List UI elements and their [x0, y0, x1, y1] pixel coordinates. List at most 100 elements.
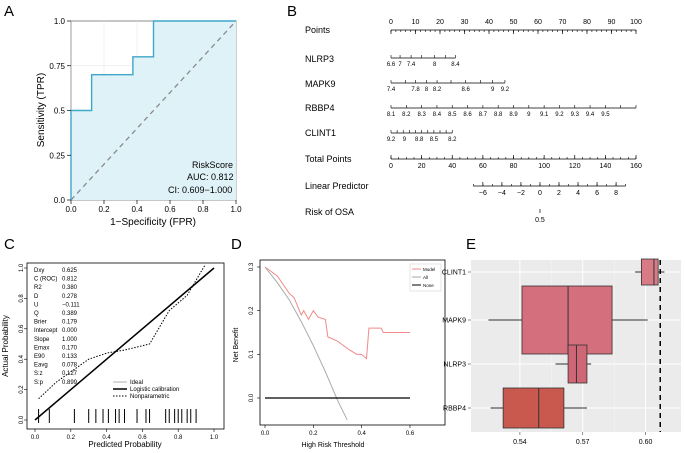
nomo-var-tick-label: 9.1 — [540, 112, 549, 118]
roc-x-axis-label: 1−Specificity (FPR) — [110, 217, 196, 228]
dca-x-tick-label: 0.0 — [261, 431, 270, 437]
nomo-var-tick-label: 8.5 — [430, 137, 439, 143]
roc-y-axis-label: Sensitivity (TPR) — [36, 73, 47, 147]
nomo-var-tick-label: 8.7 — [479, 112, 488, 118]
box-category-label: CLINT1 — [442, 270, 466, 277]
legend-nonparametric-label: Nonparametric — [130, 394, 169, 400]
boxplot-panel: CLINT1 MAPK9 NLRP3 RBBP4 0.54 0.57 0.60 — [442, 258, 681, 447]
nomo-var-tick-label: 9.4 — [586, 112, 595, 118]
cal-stat-value: 0.170 — [62, 345, 78, 351]
roc-y-tick-label: 1.0 — [54, 17, 66, 26]
cal-y-tick-label: 1.0 — [19, 263, 25, 272]
box-x-tick-label: 0.57 — [576, 439, 590, 446]
nomo-points-tick-label: 10 — [412, 19, 420, 26]
panel-c-letter: C — [4, 236, 15, 253]
boxplot-ticks: CLINT1 MAPK9 NLRP3 RBBP4 0.54 0.57 0.60 — [442, 270, 653, 447]
roc-curve-line — [70, 20, 236, 200]
nomo-points-tick-label: 80 — [583, 19, 591, 26]
nomogram-label-points: Points — [305, 25, 331, 35]
panel-b-letter: B — [287, 3, 297, 20]
dca-panel: 0.0 0.2 0.4 0.60.00.10.20.3 Model All None … — [233, 259, 446, 449]
cal-stat-name: Dxy — [34, 268, 44, 274]
nomo-var-tick-label: 8.1 — [387, 112, 396, 118]
nomo-lp-tick-label: 2 — [557, 190, 561, 197]
nomogram-panel: Points NLRP3 MAPK9 RBBP4 CLINT1 Total Po… — [305, 19, 642, 224]
cal-stat-value: 0.078 — [62, 363, 78, 369]
cal-stat-value: −0.111 — [62, 302, 80, 308]
dca-y-tick-label: 0.3 — [249, 262, 255, 271]
dca-series-all — [264, 266, 348, 421]
nomo-var-tick-label: 7.8 — [411, 87, 420, 93]
cal-stat-value: 0.133 — [62, 354, 78, 360]
nomo-total-tick-label: 160 — [630, 163, 642, 170]
calibration-x-axis-label: Predicted Probability — [88, 440, 161, 449]
dca-legend-model: Model — [423, 267, 435, 272]
nomo-var-tick-label: 8.6 — [462, 87, 471, 93]
cal-stat-name: Emax — [34, 345, 49, 351]
dca-x-axis-label: High Risk Threshold — [302, 442, 365, 449]
roc-x-tick-label: 0.4 — [131, 205, 143, 214]
nomo-var-tick-label: 9.5 — [601, 112, 610, 118]
nomo-var-tick-label: 9.2 — [387, 137, 396, 143]
cal-y-tick-label: 0.4 — [19, 354, 25, 363]
nomogram-label-rbbp4: RBBP4 — [305, 103, 335, 113]
nomo-total-tick-label: 20 — [418, 163, 426, 170]
nomo-var-tick-label: 7.4 — [387, 87, 396, 93]
nomo-var-tick-label: 8.2 — [433, 87, 442, 93]
nomo-points-tick-label: 30 — [461, 19, 469, 26]
nomogram-label-risk: Risk of OSA — [305, 207, 354, 217]
panel-a-letter: A — [4, 3, 14, 20]
dca-x-tick-label: 0.6 — [406, 431, 415, 437]
calibration-plot-frame — [26, 262, 225, 430]
nomo-points-tick-label: 0 — [389, 19, 393, 26]
cal-stat-name: Slope — [34, 337, 50, 343]
calibration-panel: 0.0 0.2 0.4 0.6 0.8 1.0 0.0 0.2 0.4 0.6 0.8 1.0 Dxy… — [1, 262, 225, 449]
nomo-var-tick-label: 8.5 — [448, 112, 457, 118]
cal-stat-name: E90 — [34, 354, 45, 360]
roc-x-tick-label: 0.0 — [65, 205, 77, 214]
dca-legend-none: None — [423, 283, 434, 288]
nomo-points-tick-label: 60 — [534, 19, 542, 26]
calibration-y-axis-label: Actual Probability — [1, 315, 10, 377]
dca-series — [264, 266, 410, 421]
nomo-lp-tick-label: −6 — [479, 190, 487, 197]
roc-annotation-auc: AUC: 0.812 — [187, 172, 234, 182]
panel-d-letter: D — [231, 236, 242, 253]
nomo-var-tick-label: 8.8 — [415, 137, 424, 143]
nomo-points-tick-label: 40 — [485, 19, 493, 26]
cal-stat-name: S:p — [34, 380, 44, 386]
nomo-points-tick-label: 70 — [559, 19, 567, 26]
cal-y-tick-label: 0.0 — [19, 415, 25, 424]
cal-stat-value: 0.625 — [62, 268, 78, 274]
nomo-lp-tick-label: −4 — [498, 190, 506, 197]
roc-annotation-model: RiskScore — [192, 160, 233, 170]
nomo-var-tick-label: 8.9 — [509, 112, 518, 118]
cal-stat-name: R2 — [34, 285, 42, 291]
cal-x-tick-label: 0.8 — [174, 435, 183, 441]
nomo-lp-tick-label: 4 — [576, 190, 580, 197]
cal-stat-value: 1.000 — [62, 337, 78, 343]
dca-x-tick-label: 0.4 — [357, 431, 366, 437]
dca-x-tick-label: 0.2 — [309, 431, 318, 437]
nomogram-label-clint1: CLINT1 — [305, 128, 336, 138]
dca-ticks: 0.0 0.2 0.4 0.6 0.0 0.1 0.2 0.3 — [249, 262, 415, 437]
nomo-risk-tick-label: 0.5 — [535, 217, 545, 224]
nomo-var-tick-label: 9 — [527, 112, 531, 118]
dca-y-tick-label: 0.1 — [249, 350, 255, 359]
cal-stat-name: Brier — [34, 320, 47, 326]
box-category-label: NLRP3 — [443, 362, 466, 369]
dca-legend-all: All — [423, 275, 428, 280]
nomo-lp-tick-label: 6 — [595, 190, 599, 197]
nomo-var-tick-label: 8.6 — [463, 112, 472, 118]
nomo-var-tick-label: 9.2 — [501, 87, 510, 93]
cal-stat-value: 0.278 — [62, 294, 78, 300]
box-body-nlrp3 — [567, 344, 588, 384]
cal-stat-value: 0.389 — [62, 311, 78, 317]
legend-ideal-label: Ideal — [130, 380, 143, 386]
box-category-label: MAPK9 — [442, 318, 466, 325]
box-body-rbbp4 — [502, 387, 565, 429]
box-x-tick-label: 0.60 — [639, 439, 653, 446]
nomogram-label-total-points: Total Points — [305, 154, 352, 164]
